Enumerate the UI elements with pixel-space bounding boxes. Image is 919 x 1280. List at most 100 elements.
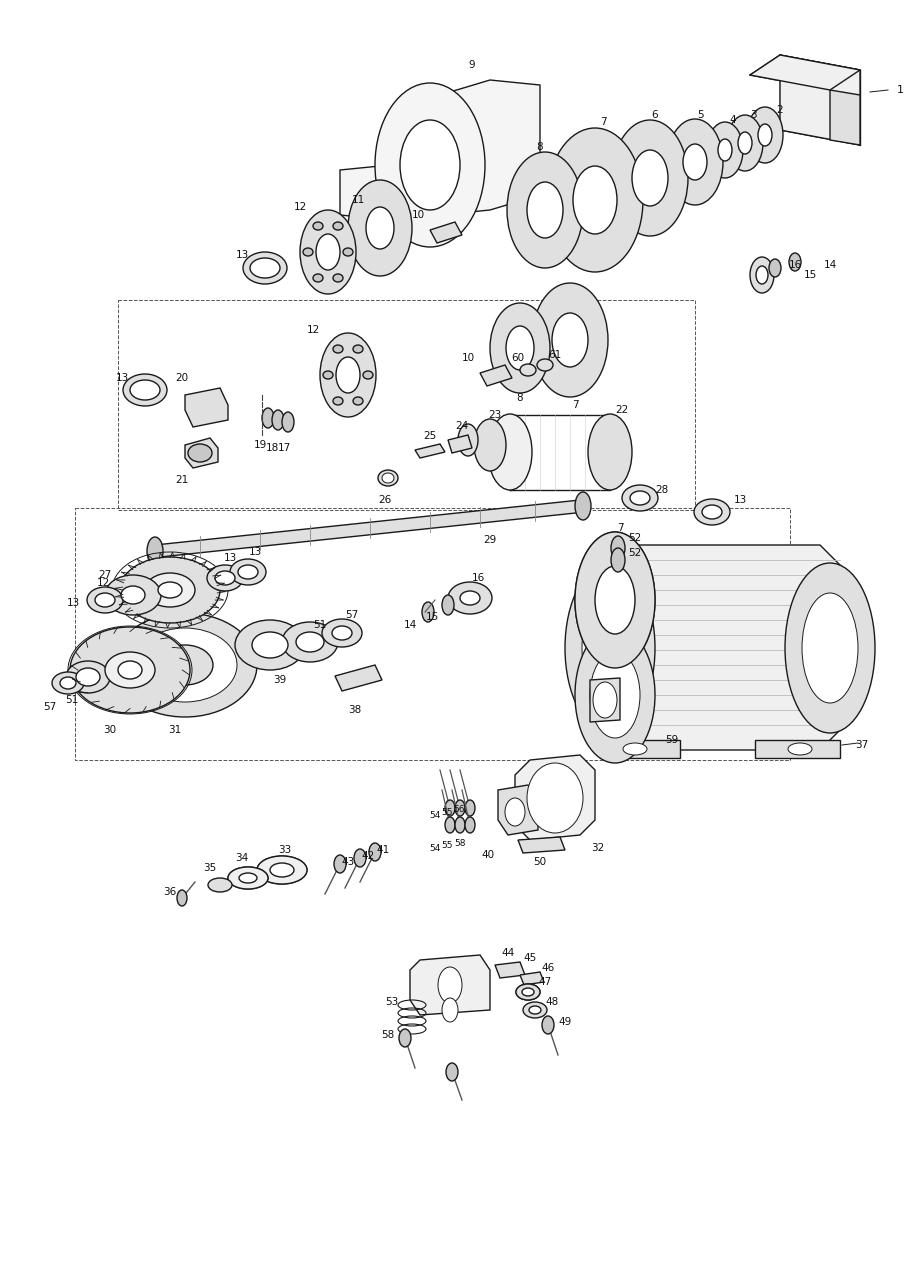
Ellipse shape bbox=[789, 253, 801, 271]
Ellipse shape bbox=[802, 593, 858, 703]
Text: 7: 7 bbox=[600, 116, 607, 127]
Ellipse shape bbox=[239, 873, 257, 883]
Text: 8: 8 bbox=[537, 142, 543, 152]
Ellipse shape bbox=[228, 867, 268, 890]
Ellipse shape bbox=[333, 221, 343, 230]
Text: 52: 52 bbox=[629, 532, 641, 543]
Ellipse shape bbox=[400, 120, 460, 210]
Text: 13: 13 bbox=[116, 372, 129, 383]
Ellipse shape bbox=[313, 221, 323, 230]
Text: 7: 7 bbox=[572, 401, 578, 410]
Polygon shape bbox=[515, 755, 595, 840]
Text: 3: 3 bbox=[750, 110, 756, 120]
Ellipse shape bbox=[756, 266, 768, 284]
Ellipse shape bbox=[375, 83, 485, 247]
Ellipse shape bbox=[448, 582, 492, 614]
Ellipse shape bbox=[445, 800, 455, 817]
Ellipse shape bbox=[527, 763, 583, 833]
Ellipse shape bbox=[590, 557, 640, 643]
Ellipse shape bbox=[785, 563, 875, 733]
Text: 20: 20 bbox=[176, 372, 188, 383]
Text: 53: 53 bbox=[385, 997, 399, 1007]
Ellipse shape bbox=[455, 800, 465, 817]
Ellipse shape bbox=[120, 557, 220, 623]
Text: 47: 47 bbox=[539, 977, 551, 987]
Text: 15: 15 bbox=[425, 612, 438, 622]
Ellipse shape bbox=[121, 586, 145, 604]
Text: 33: 33 bbox=[278, 845, 291, 855]
Ellipse shape bbox=[422, 602, 434, 622]
Ellipse shape bbox=[552, 314, 588, 367]
Text: 17: 17 bbox=[278, 443, 290, 453]
Ellipse shape bbox=[158, 582, 182, 598]
Text: 13: 13 bbox=[66, 598, 80, 608]
Ellipse shape bbox=[611, 536, 625, 561]
Text: 55: 55 bbox=[441, 841, 453, 850]
Text: 40: 40 bbox=[482, 850, 494, 860]
Ellipse shape bbox=[595, 566, 635, 634]
Text: 12: 12 bbox=[306, 325, 320, 335]
Polygon shape bbox=[750, 55, 860, 90]
Ellipse shape bbox=[252, 632, 288, 658]
Text: 31: 31 bbox=[168, 724, 182, 735]
Text: 13: 13 bbox=[235, 250, 249, 260]
Text: 32: 32 bbox=[591, 844, 605, 852]
Ellipse shape bbox=[296, 632, 324, 652]
Ellipse shape bbox=[130, 380, 160, 401]
Ellipse shape bbox=[573, 166, 617, 234]
Ellipse shape bbox=[133, 628, 237, 701]
Polygon shape bbox=[410, 955, 490, 1015]
Text: 34: 34 bbox=[235, 852, 249, 863]
Ellipse shape bbox=[694, 499, 730, 525]
Ellipse shape bbox=[520, 364, 536, 376]
Polygon shape bbox=[480, 365, 512, 387]
Ellipse shape bbox=[458, 424, 478, 456]
Ellipse shape bbox=[332, 626, 352, 640]
Ellipse shape bbox=[238, 564, 258, 579]
Ellipse shape bbox=[87, 588, 123, 613]
Ellipse shape bbox=[442, 998, 458, 1021]
Ellipse shape bbox=[575, 492, 591, 520]
Ellipse shape bbox=[354, 849, 366, 867]
Ellipse shape bbox=[123, 374, 167, 406]
Ellipse shape bbox=[788, 742, 812, 755]
Polygon shape bbox=[780, 55, 860, 145]
Ellipse shape bbox=[593, 682, 617, 718]
Ellipse shape bbox=[366, 207, 394, 250]
Polygon shape bbox=[755, 740, 840, 758]
Ellipse shape bbox=[507, 152, 583, 268]
Text: 7: 7 bbox=[617, 524, 623, 532]
Ellipse shape bbox=[575, 532, 655, 668]
Ellipse shape bbox=[575, 532, 655, 668]
Text: 39: 39 bbox=[273, 675, 287, 685]
Text: 43: 43 bbox=[341, 858, 355, 867]
Ellipse shape bbox=[257, 856, 307, 884]
Text: 58: 58 bbox=[454, 838, 466, 847]
Ellipse shape bbox=[343, 248, 353, 256]
Polygon shape bbox=[185, 388, 228, 428]
Ellipse shape bbox=[147, 538, 163, 564]
Polygon shape bbox=[520, 972, 544, 986]
Text: 13: 13 bbox=[733, 495, 746, 506]
Text: 57: 57 bbox=[43, 701, 57, 712]
Ellipse shape bbox=[474, 419, 506, 471]
Text: 6: 6 bbox=[652, 110, 658, 120]
Ellipse shape bbox=[363, 371, 373, 379]
Polygon shape bbox=[340, 81, 540, 220]
Ellipse shape bbox=[215, 571, 235, 585]
Ellipse shape bbox=[575, 627, 655, 763]
Text: 21: 21 bbox=[176, 475, 188, 485]
Text: 61: 61 bbox=[549, 349, 562, 360]
Text: 41: 41 bbox=[377, 845, 390, 855]
Ellipse shape bbox=[313, 274, 323, 282]
Ellipse shape bbox=[230, 559, 266, 585]
Ellipse shape bbox=[322, 620, 362, 646]
Text: 11: 11 bbox=[351, 195, 365, 205]
Text: 36: 36 bbox=[164, 887, 176, 897]
Ellipse shape bbox=[300, 210, 356, 294]
Text: 13: 13 bbox=[223, 553, 236, 563]
Ellipse shape bbox=[157, 645, 213, 685]
Ellipse shape bbox=[718, 140, 732, 161]
Ellipse shape bbox=[516, 984, 540, 1000]
Text: 35: 35 bbox=[203, 863, 217, 873]
